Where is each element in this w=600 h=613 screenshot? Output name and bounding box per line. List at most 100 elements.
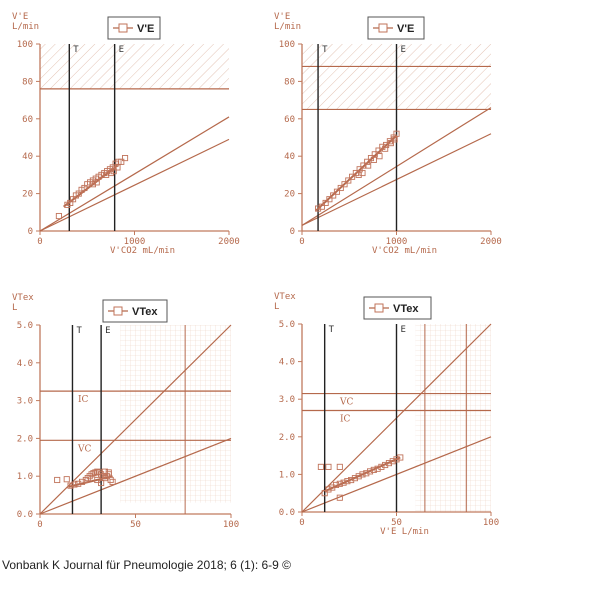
data-point xyxy=(121,155,129,162)
data-point xyxy=(109,478,116,485)
data-point xyxy=(374,465,381,472)
legend-label: V'E xyxy=(137,23,154,35)
data-point xyxy=(391,136,398,143)
y-tick-label: 0 xyxy=(28,227,33,237)
x-axis-title: V'CO2 mL/min xyxy=(110,246,175,256)
grid-region xyxy=(120,325,231,503)
x-tick-label: 0 xyxy=(37,237,42,247)
legend-box xyxy=(102,299,168,323)
data-point xyxy=(107,476,114,484)
y-tick-label: 0 xyxy=(290,227,295,237)
data-point xyxy=(378,463,385,470)
data-point xyxy=(332,481,340,488)
data-point xyxy=(333,188,341,195)
fit-line xyxy=(324,456,401,493)
marker-label-t: T xyxy=(73,45,79,55)
y-axis-title: V'E xyxy=(274,12,290,22)
data-point xyxy=(84,475,91,482)
x-tick-label: 1000 xyxy=(124,237,146,247)
data-point xyxy=(325,486,332,493)
x-tick-label: 2000 xyxy=(218,237,240,247)
data-point xyxy=(93,179,100,186)
y-axis-title: VTex xyxy=(12,293,34,303)
x-tick-label: 1000 xyxy=(386,237,408,247)
legend-label: V'E xyxy=(397,23,414,35)
data-point xyxy=(370,466,377,473)
data-point xyxy=(325,463,332,470)
threshold-label: IC xyxy=(340,414,351,424)
legend-label: VTex xyxy=(393,303,419,315)
y-tick-label: 0.0 xyxy=(17,510,33,520)
data-point xyxy=(71,481,78,488)
y-axis-title: L xyxy=(12,303,17,313)
reference-diagonal xyxy=(39,138,230,232)
data-point xyxy=(89,181,96,188)
x-axis-title: V'E L/min xyxy=(380,527,429,537)
data-point xyxy=(336,494,343,501)
data-point xyxy=(366,468,374,475)
y-tick-label: 40 xyxy=(284,152,295,162)
threshold-label: IC xyxy=(78,395,89,405)
data-point xyxy=(78,478,86,485)
legend-box xyxy=(363,296,432,320)
y-axis-title: L/min xyxy=(274,22,301,32)
data-point xyxy=(351,475,358,482)
data-point xyxy=(387,140,394,147)
data-point xyxy=(340,479,347,486)
y-tick-label: 5.0 xyxy=(279,320,295,330)
data-point xyxy=(389,458,396,465)
y-tick-label: 1.0 xyxy=(17,472,33,482)
data-point xyxy=(103,473,110,480)
data-point xyxy=(110,168,117,175)
y-tick-label: 60 xyxy=(284,115,295,125)
data-point xyxy=(321,490,328,497)
data-point xyxy=(99,473,107,480)
y-tick-label: 20 xyxy=(22,190,33,200)
data-point xyxy=(105,469,112,476)
y-tick-label: 3.0 xyxy=(17,397,33,407)
citation-text: Vonbank K Journal für Pneumologie 2018; … xyxy=(2,558,292,572)
data-point xyxy=(118,158,125,165)
marker-label-e: E xyxy=(401,325,406,335)
y-tick-label: 1.0 xyxy=(279,470,295,480)
marker-label-t: T xyxy=(322,45,328,55)
data-point xyxy=(363,470,370,477)
data-point xyxy=(336,480,343,487)
data-point xyxy=(355,473,362,480)
data-point xyxy=(317,463,324,470)
grid-region xyxy=(415,324,491,512)
data-point xyxy=(101,468,108,475)
data-point xyxy=(376,153,383,160)
y-tick-label: 100 xyxy=(279,40,295,50)
data-point xyxy=(98,479,105,487)
data-point xyxy=(348,476,355,484)
y-tick-label: 0.0 xyxy=(279,508,295,518)
marker-label-t: T xyxy=(329,325,335,335)
data-point xyxy=(349,173,356,180)
y-tick-label: 80 xyxy=(284,77,295,87)
legend-label: VTex xyxy=(132,306,158,318)
legend-marker xyxy=(118,23,128,33)
data-point xyxy=(330,192,337,199)
data-point xyxy=(345,177,352,184)
hatched-region xyxy=(40,44,229,89)
data-point xyxy=(88,471,95,478)
data-point xyxy=(318,203,325,210)
threshold-label: VC xyxy=(77,444,91,454)
data-point xyxy=(114,164,121,171)
marker-label-e: E xyxy=(105,326,110,336)
data-point xyxy=(382,461,389,469)
legend-marker xyxy=(374,303,384,313)
y-tick-label: 4.0 xyxy=(279,358,295,368)
x-tick-label: 50 xyxy=(130,520,141,530)
data-point xyxy=(75,480,82,487)
x-tick-label: 50 xyxy=(391,518,402,528)
x-axis-title: V'CO2 mL/min xyxy=(372,246,437,256)
legend: VTex xyxy=(363,296,432,320)
y-axis-title: VTex xyxy=(274,292,296,302)
data-point xyxy=(103,171,110,178)
data-point xyxy=(96,469,103,476)
data-point xyxy=(385,460,392,467)
